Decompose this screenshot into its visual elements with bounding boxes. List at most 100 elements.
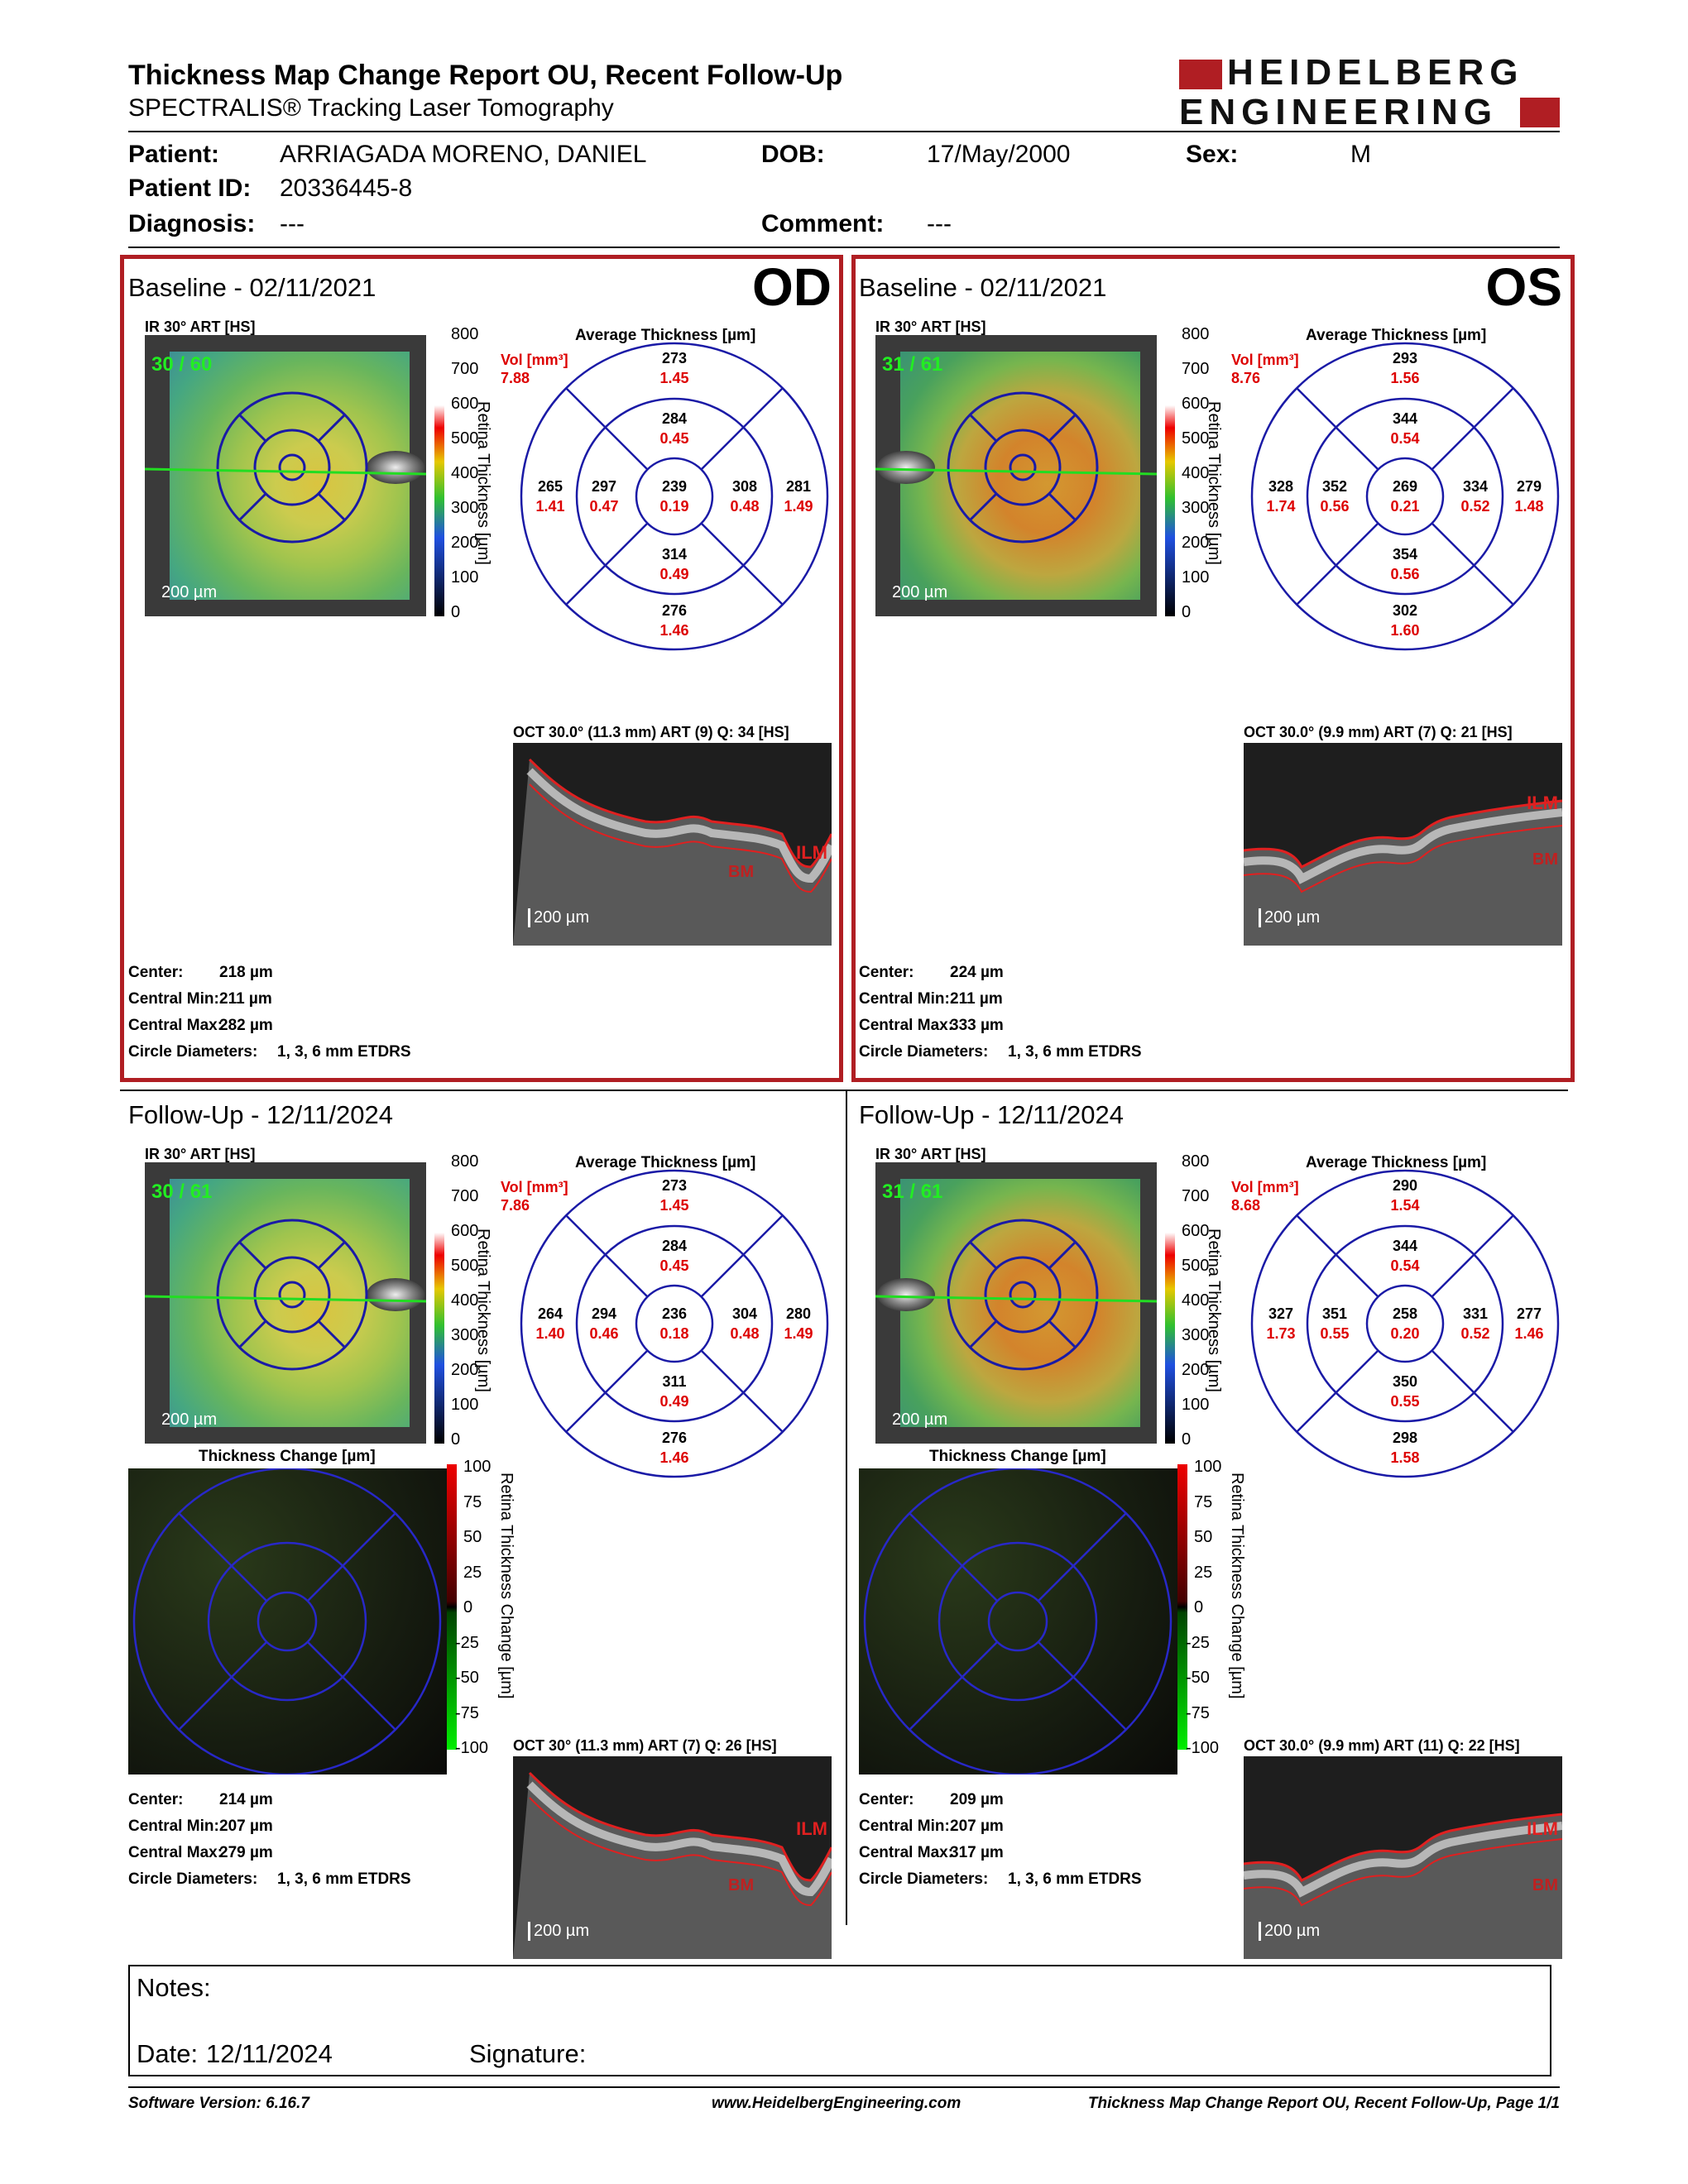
stat-label: Central Min: bbox=[859, 990, 950, 1008]
thickness-tick: 200 bbox=[1182, 534, 1210, 552]
sector-thickness: 258 bbox=[1392, 1305, 1418, 1322]
oct-layers bbox=[1244, 799, 1562, 946]
sector-thickness: 298 bbox=[1392, 1430, 1418, 1446]
etdrs-overlay bbox=[875, 1219, 1157, 1371]
thickness-scale-label: Retina Thickness [µm] bbox=[1205, 1228, 1223, 1392]
thickness-tick: 300 bbox=[1182, 499, 1210, 517]
avg-thickness-title: Average Thickness [µm] bbox=[1306, 327, 1487, 344]
bm-line bbox=[1244, 1838, 1562, 1907]
sector-thickness: 290 bbox=[1392, 1177, 1418, 1194]
sector-thickness: 276 bbox=[661, 602, 688, 619]
oct-bscan[interactable]: ILM BM 200 µm bbox=[1244, 743, 1562, 946]
sector-thickness: 236 bbox=[661, 1305, 688, 1322]
fundus-thickness-map[interactable]: 30 / 60 200 µm bbox=[145, 335, 426, 616]
thickness-tick: 300 bbox=[451, 499, 479, 517]
section-divider bbox=[120, 1090, 1568, 1091]
stat-value: 218 µm bbox=[219, 964, 273, 981]
change-tick: 0 bbox=[463, 1598, 473, 1616]
header-rule bbox=[128, 131, 1560, 132]
sector-volume: 1.48 bbox=[1514, 498, 1544, 515]
panel-title: Baseline - 02/11/2021 bbox=[859, 273, 1107, 302]
sector-thickness: 334 bbox=[1462, 478, 1489, 495]
footer-rule bbox=[128, 2086, 1560, 2088]
sector-volume: 0.45 bbox=[659, 1257, 689, 1274]
bm-label: BM bbox=[728, 863, 755, 881]
diagnosis-label: Diagnosis: bbox=[128, 210, 256, 237]
disc-region bbox=[367, 451, 424, 484]
sector-oleft: 327 1.73 bbox=[1252, 1304, 1310, 1343]
thickness-tick: 500 bbox=[451, 1257, 479, 1275]
panel-title: Follow-Up - 12/11/2024 bbox=[128, 1100, 393, 1129]
od-fu-panel: Follow-Up - 12/11/2024 IR 30° ART [HS] 30 … bbox=[128, 1100, 840, 1959]
sector-volume: 0.45 bbox=[659, 430, 689, 447]
change-tick: -25 bbox=[1186, 1633, 1210, 1652]
stat-value: 1, 3, 6 mm ETDRS bbox=[1008, 1870, 1142, 1888]
patient-id: 20336445-8 bbox=[280, 175, 413, 202]
change-tick: -100 bbox=[1186, 1739, 1220, 1757]
sector-thickness: 284 bbox=[661, 410, 688, 427]
thickness-tick: 0 bbox=[1182, 603, 1192, 621]
bm-label: BM bbox=[1532, 850, 1558, 869]
sector-oright: 281 1.49 bbox=[770, 477, 827, 516]
sector-thickness: 264 bbox=[537, 1305, 563, 1322]
sector-thickness: 344 bbox=[1392, 1238, 1418, 1254]
change-title: Thickness Change [µm] bbox=[199, 1448, 376, 1465]
dob-label: DOB: bbox=[761, 141, 825, 168]
oct-title: OCT 30° (11.3 mm) ART (7) Q: 26 [HS] bbox=[513, 1737, 777, 1754]
thickness-change-map[interactable] bbox=[128, 1468, 447, 1774]
sector-volume: 1.49 bbox=[784, 498, 813, 515]
thickness-tick: 200 bbox=[451, 534, 479, 552]
disc-region bbox=[877, 1278, 935, 1311]
sector-c: 269 0.21 bbox=[1376, 477, 1434, 516]
oct-bscan[interactable]: ILM BM 200 µm bbox=[513, 1756, 832, 1959]
thickness-tick: 800 bbox=[451, 325, 479, 343]
thickness-change-map[interactable] bbox=[859, 1468, 1177, 1774]
notes-label: Notes: bbox=[137, 1973, 211, 2002]
sex-value: M bbox=[1350, 141, 1371, 168]
sector-volume: 0.18 bbox=[659, 1325, 689, 1342]
thickness-tick: 700 bbox=[1182, 360, 1210, 378]
oct-title: OCT 30.0° (9.9 mm) ART (7) Q: 21 [HS] bbox=[1244, 724, 1513, 740]
quality-label: 30 / 60 bbox=[151, 353, 213, 376]
software-version: Software Version: 6.16.7 bbox=[128, 2095, 309, 2112]
sector-volume: 1.46 bbox=[1514, 1325, 1544, 1342]
ir-title: IR 30° ART [HS] bbox=[875, 318, 986, 335]
stat-label: Central Max: bbox=[859, 1017, 954, 1034]
thickness-tick: 200 bbox=[1182, 1361, 1210, 1379]
fundus-thickness-map[interactable]: 30 / 61 200 µm bbox=[145, 1162, 426, 1444]
sector-thickness: 273 bbox=[661, 350, 688, 366]
fundus-thickness-map[interactable]: 31 / 61 200 µm bbox=[875, 1162, 1157, 1444]
ilm-label: ILM bbox=[796, 1818, 827, 1839]
bm-line bbox=[529, 783, 832, 893]
thickness-tick: 0 bbox=[451, 1430, 461, 1449]
sector-iright: 331 0.52 bbox=[1446, 1304, 1504, 1343]
etdrs-grid bbox=[1250, 342, 1560, 651]
oct-bscan[interactable]: ILM BM 200 µm bbox=[513, 743, 832, 946]
stat-value: 1, 3, 6 mm ETDRS bbox=[277, 1870, 411, 1888]
sector-iright: 308 0.48 bbox=[716, 477, 774, 516]
change-tick: 50 bbox=[463, 1528, 482, 1546]
oct-bscan[interactable]: ILM BM 200 µm bbox=[1244, 1756, 1562, 1959]
fundus-thickness-map[interactable]: 31 / 61 200 µm bbox=[875, 335, 1157, 616]
sector-volume: 1.56 bbox=[1390, 370, 1420, 386]
sector-ot: 293 1.56 bbox=[1376, 348, 1434, 388]
sector-thickness: 354 bbox=[1392, 546, 1418, 563]
patient-id-label: Patient ID: bbox=[128, 175, 252, 202]
sector-ileft: 352 0.56 bbox=[1306, 477, 1364, 516]
ilm-line bbox=[528, 758, 832, 869]
change-tick: 100 bbox=[1194, 1458, 1222, 1476]
sector-thickness: 273 bbox=[661, 1177, 688, 1194]
sex-label: Sex: bbox=[1186, 141, 1239, 168]
change-scale-label: Retina Thickness Change [µm] bbox=[1228, 1473, 1246, 1699]
oct-layers bbox=[513, 758, 832, 946]
sector-volume: 0.56 bbox=[1390, 566, 1420, 582]
vol-label: Vol [mm³] bbox=[501, 1179, 568, 1195]
panel-title: Baseline - 02/11/2021 bbox=[128, 273, 376, 302]
stat-value: 279 µm bbox=[219, 1844, 273, 1861]
notes-box[interactable]: Notes: Date: 12/11/2024 Signature: bbox=[128, 1965, 1551, 2076]
stat-value: 214 µm bbox=[219, 1791, 273, 1808]
sector-it: 284 0.45 bbox=[645, 1236, 703, 1276]
sector-thickness: 350 bbox=[1392, 1373, 1418, 1390]
sector-thickness: 308 bbox=[731, 478, 758, 495]
sector-volume: 0.56 bbox=[1320, 498, 1350, 515]
